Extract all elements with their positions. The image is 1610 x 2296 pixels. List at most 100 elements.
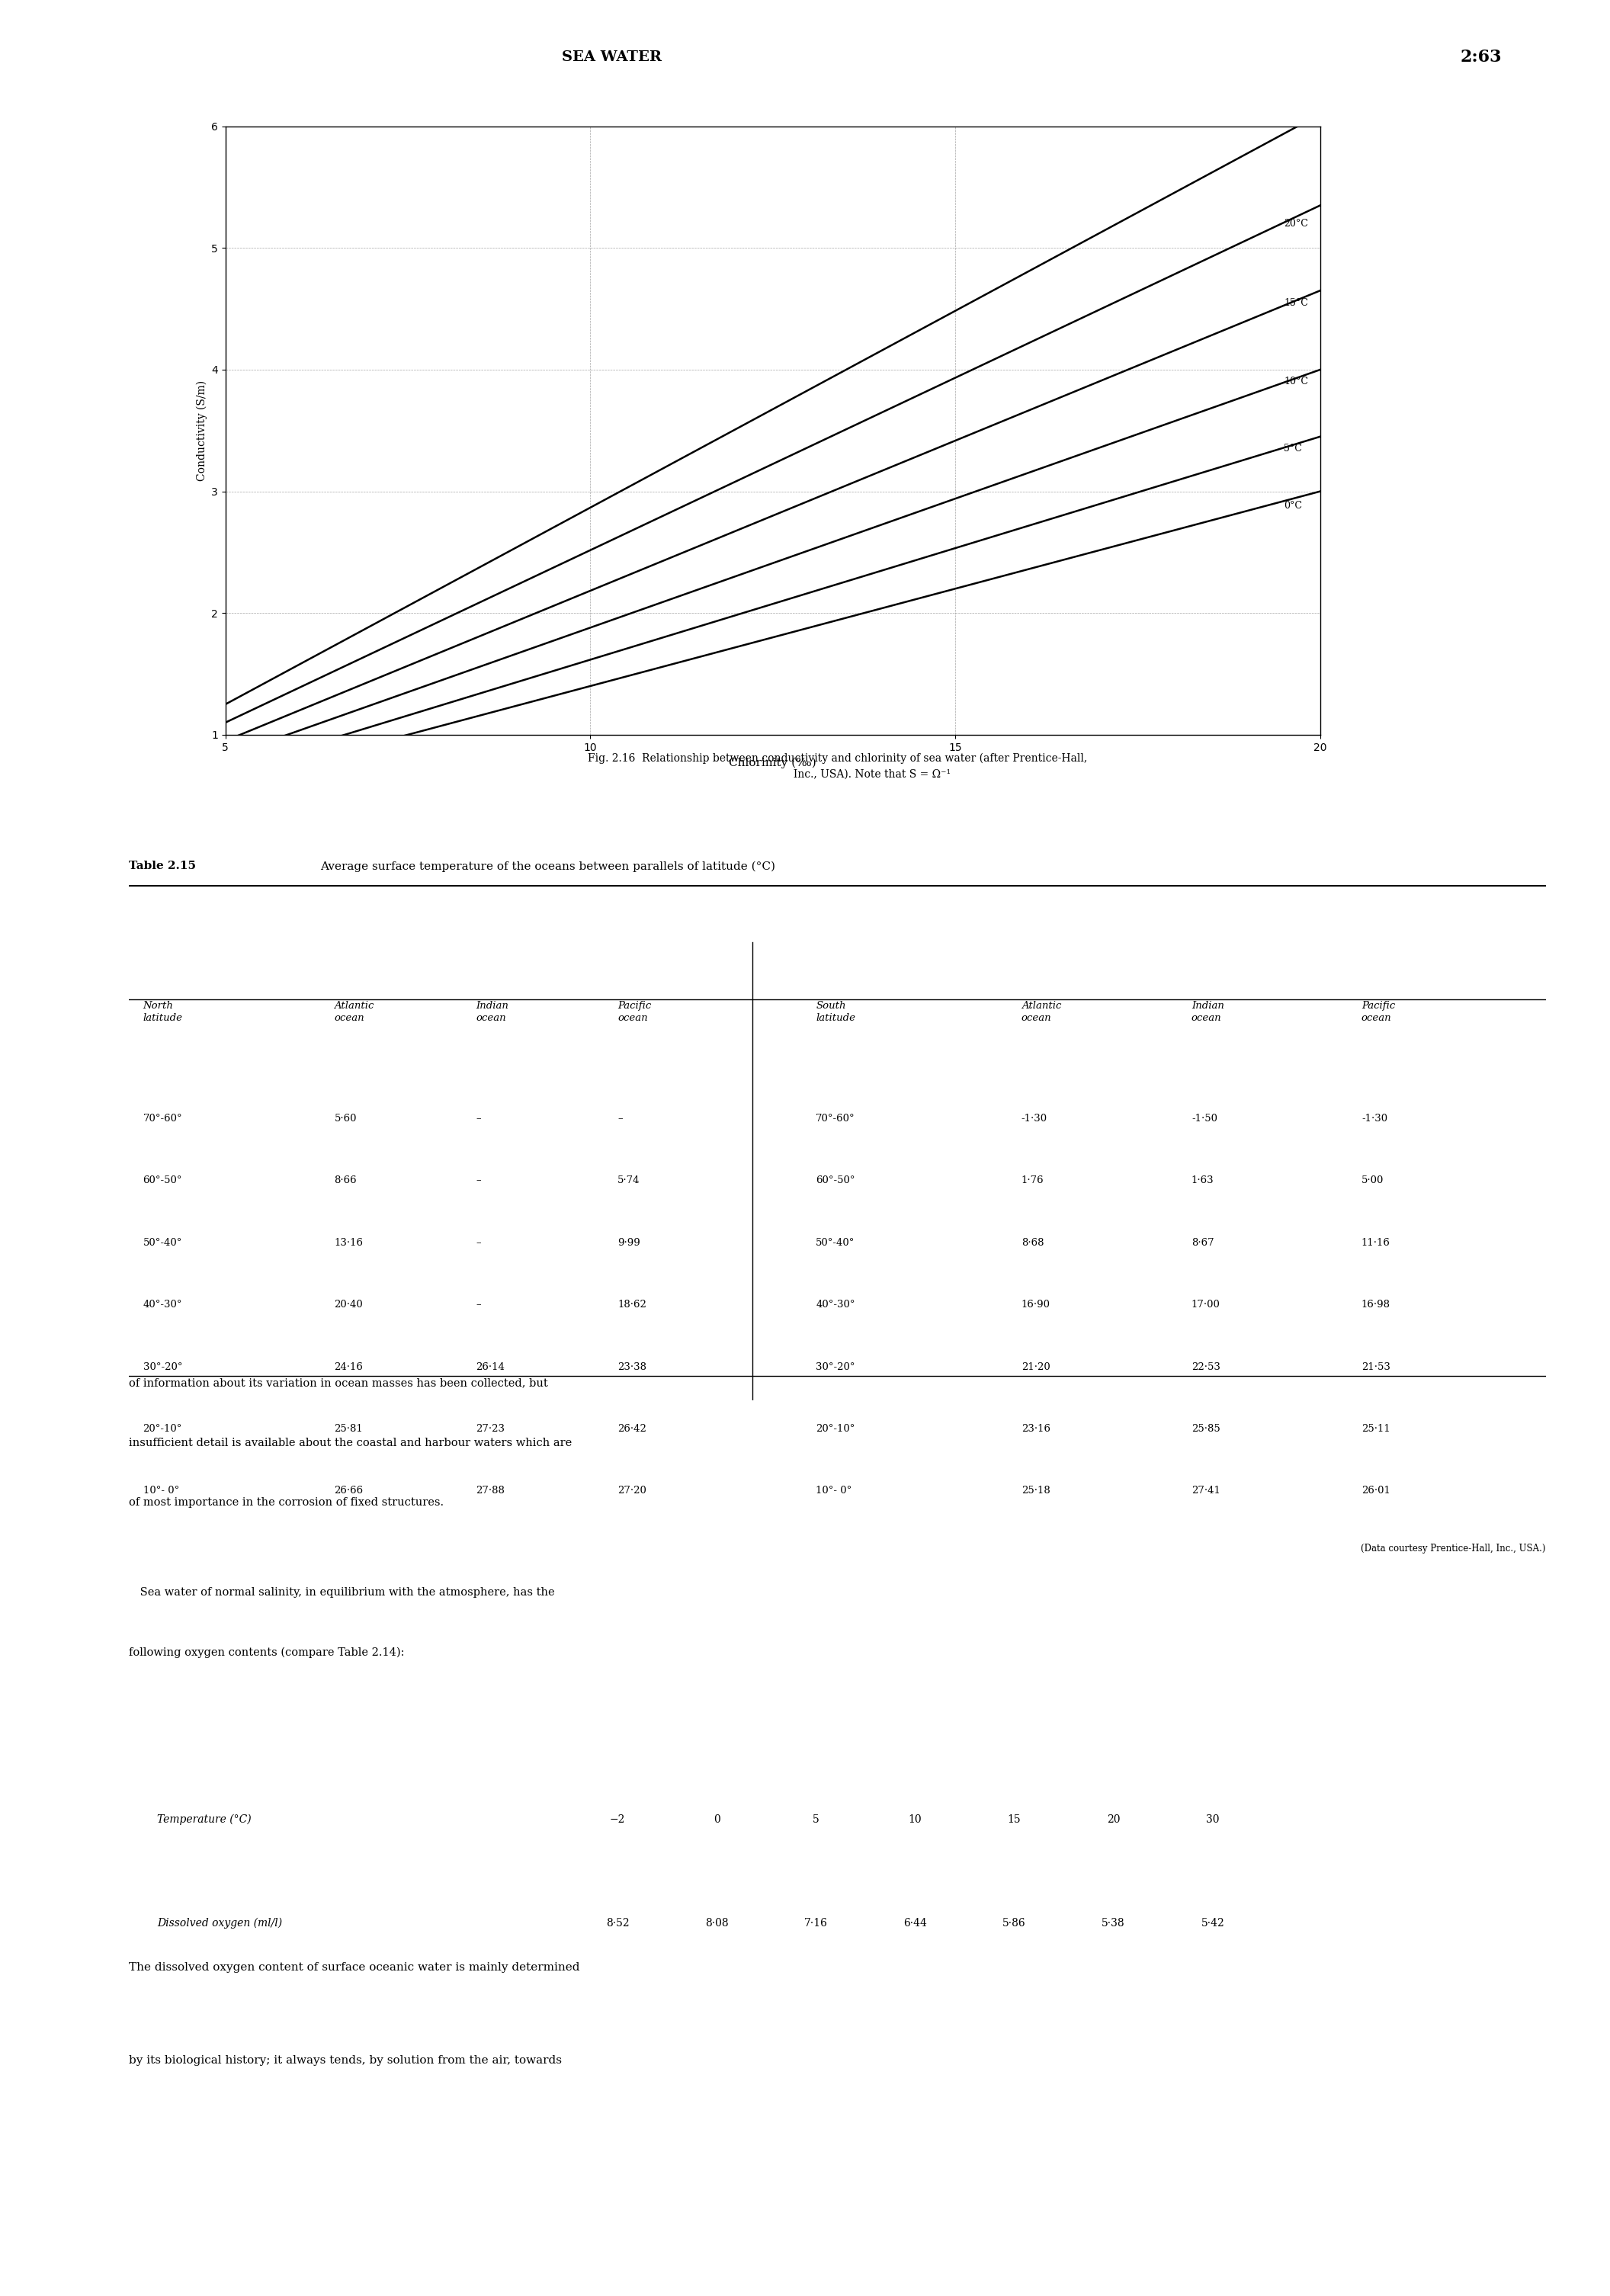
Text: 26·42: 26·42 bbox=[618, 1424, 647, 1433]
Text: 27·88: 27·88 bbox=[477, 1486, 506, 1497]
Y-axis label: Conductivity (S/m): Conductivity (S/m) bbox=[196, 381, 208, 480]
Text: 30: 30 bbox=[1206, 1814, 1219, 1825]
Text: 5: 5 bbox=[813, 1814, 819, 1825]
Text: –: – bbox=[477, 1238, 481, 1247]
Text: 30°-20°: 30°-20° bbox=[143, 1362, 182, 1371]
Text: –: – bbox=[618, 1114, 623, 1123]
Text: 25·11: 25·11 bbox=[1362, 1424, 1389, 1433]
Text: following oxygen contents (compare Table 2.14):: following oxygen contents (compare Table… bbox=[129, 1646, 404, 1658]
Text: -1·50: -1·50 bbox=[1191, 1114, 1217, 1123]
Text: 21·20: 21·20 bbox=[1021, 1362, 1050, 1371]
Text: 27·41: 27·41 bbox=[1191, 1486, 1220, 1497]
Text: Pacific
ocean: Pacific ocean bbox=[618, 1001, 652, 1024]
Text: 20°-10°: 20°-10° bbox=[816, 1424, 855, 1433]
Text: 23·16: 23·16 bbox=[1021, 1424, 1050, 1433]
Text: –: – bbox=[477, 1114, 481, 1123]
Text: Pacific
ocean: Pacific ocean bbox=[1362, 1001, 1396, 1024]
Text: Sea water of normal salinity, in equilibrium with the atmosphere, has the: Sea water of normal salinity, in equilib… bbox=[129, 1587, 555, 1598]
Text: Table 2.15: Table 2.15 bbox=[129, 861, 196, 872]
Text: 5·60: 5·60 bbox=[335, 1114, 357, 1123]
Text: 60°-50°: 60°-50° bbox=[816, 1176, 855, 1185]
Text: by its biological history; it always tends, by solution from the air, towards: by its biological history; it always ten… bbox=[129, 2055, 562, 2066]
Text: 22·53: 22·53 bbox=[1191, 1362, 1220, 1371]
Text: 10°C: 10°C bbox=[1283, 377, 1307, 386]
Text: 27·23: 27·23 bbox=[477, 1424, 506, 1433]
Text: 16·90: 16·90 bbox=[1021, 1300, 1050, 1309]
Text: 20°-10°: 20°-10° bbox=[143, 1424, 182, 1433]
Text: 5·38: 5·38 bbox=[1101, 1917, 1125, 1929]
Text: 1·63: 1·63 bbox=[1191, 1176, 1214, 1185]
Text: 25·85: 25·85 bbox=[1191, 1424, 1220, 1433]
Text: 8·66: 8·66 bbox=[335, 1176, 357, 1185]
Text: Atlantic
ocean: Atlantic ocean bbox=[1021, 1001, 1061, 1024]
Text: 26·14: 26·14 bbox=[477, 1362, 506, 1371]
Text: North
latitude: North latitude bbox=[143, 1001, 182, 1024]
Text: 17·00: 17·00 bbox=[1191, 1300, 1220, 1309]
Text: (Data courtesy Prentice-Hall, Inc., USA.): (Data courtesy Prentice-Hall, Inc., USA.… bbox=[1360, 1543, 1546, 1554]
Text: –: – bbox=[477, 1176, 481, 1185]
Text: 8·68: 8·68 bbox=[1021, 1238, 1043, 1247]
Text: The dissolved oxygen content of surface oceanic water is mainly determined: The dissolved oxygen content of surface … bbox=[129, 1961, 580, 1972]
Text: 40°-30°: 40°-30° bbox=[143, 1300, 182, 1309]
Text: 0: 0 bbox=[713, 1814, 720, 1825]
Text: -1·30: -1·30 bbox=[1362, 1114, 1388, 1123]
Text: 5·00: 5·00 bbox=[1362, 1176, 1385, 1185]
Text: 30°-20°: 30°-20° bbox=[816, 1362, 855, 1371]
Text: 2:63: 2:63 bbox=[1460, 48, 1502, 67]
Text: 5·74: 5·74 bbox=[618, 1176, 641, 1185]
Text: 15°C: 15°C bbox=[1283, 298, 1307, 308]
Text: 5·42: 5·42 bbox=[1201, 1917, 1224, 1929]
Text: 26·66: 26·66 bbox=[335, 1486, 364, 1497]
Text: Indian
ocean: Indian ocean bbox=[1191, 1001, 1224, 1024]
Text: 24·16: 24·16 bbox=[335, 1362, 364, 1371]
Text: Dissolved oxygen (ml/l): Dissolved oxygen (ml/l) bbox=[158, 1917, 282, 1929]
Text: 70°-60°: 70°-60° bbox=[143, 1114, 182, 1123]
Text: 20·40: 20·40 bbox=[335, 1300, 362, 1309]
Text: 25·18: 25·18 bbox=[1021, 1486, 1050, 1497]
Text: 21·53: 21·53 bbox=[1362, 1362, 1391, 1371]
Text: 15: 15 bbox=[1008, 1814, 1021, 1825]
Text: 7·16: 7·16 bbox=[803, 1917, 828, 1929]
Text: of information about its variation in ocean masses has been collected, but: of information about its variation in oc… bbox=[129, 1378, 547, 1389]
Text: 11·16: 11·16 bbox=[1362, 1238, 1391, 1247]
Text: 16·98: 16·98 bbox=[1362, 1300, 1391, 1309]
Text: Atlantic
ocean: Atlantic ocean bbox=[335, 1001, 374, 1024]
Text: Fig. 2.16  Relationship between conductivity and chlorinity of sea water (after : Fig. 2.16 Relationship between conductiv… bbox=[588, 753, 1087, 781]
Text: 1·76: 1·76 bbox=[1021, 1176, 1043, 1185]
Text: −2: −2 bbox=[610, 1814, 625, 1825]
Text: 23·38: 23·38 bbox=[618, 1362, 647, 1371]
Text: 60°-50°: 60°-50° bbox=[143, 1176, 182, 1185]
Text: Average surface temperature of the oceans between parallels of latitude (°C): Average surface temperature of the ocean… bbox=[320, 861, 774, 872]
Text: 9·99: 9·99 bbox=[618, 1238, 641, 1247]
Text: SEA WATER: SEA WATER bbox=[562, 51, 662, 64]
Text: 25·81: 25·81 bbox=[335, 1424, 362, 1433]
Text: 20: 20 bbox=[1106, 1814, 1121, 1825]
Text: Temperature (°C): Temperature (°C) bbox=[158, 1814, 251, 1825]
Text: 10°- 0°: 10°- 0° bbox=[143, 1486, 179, 1497]
Text: 8·67: 8·67 bbox=[1191, 1238, 1214, 1247]
X-axis label: Chlorinity (‰): Chlorinity (‰) bbox=[729, 758, 816, 767]
Text: 26·01: 26·01 bbox=[1362, 1486, 1391, 1497]
Text: 6·44: 6·44 bbox=[903, 1917, 927, 1929]
Text: 20°C: 20°C bbox=[1283, 218, 1307, 230]
Text: 10°- 0°: 10°- 0° bbox=[816, 1486, 852, 1497]
Text: insufficient detail is available about the coastal and harbour waters which are: insufficient detail is available about t… bbox=[129, 1437, 572, 1449]
Text: 40°-30°: 40°-30° bbox=[816, 1300, 855, 1309]
Text: 0°C: 0°C bbox=[1283, 501, 1302, 512]
Text: 5°C: 5°C bbox=[1283, 443, 1302, 455]
Text: 13·16: 13·16 bbox=[335, 1238, 364, 1247]
Text: of most importance in the corrosion of fixed structures.: of most importance in the corrosion of f… bbox=[129, 1497, 444, 1508]
Text: 18·62: 18·62 bbox=[618, 1300, 647, 1309]
Text: 8·52: 8·52 bbox=[605, 1917, 630, 1929]
Text: 10: 10 bbox=[908, 1814, 923, 1825]
Text: 70°-60°: 70°-60° bbox=[816, 1114, 855, 1123]
Text: 8·08: 8·08 bbox=[705, 1917, 728, 1929]
Text: South
latitude: South latitude bbox=[816, 1001, 855, 1024]
Text: 50°-40°: 50°-40° bbox=[143, 1238, 182, 1247]
Text: 50°-40°: 50°-40° bbox=[816, 1238, 855, 1247]
Text: 27·20: 27·20 bbox=[618, 1486, 647, 1497]
Text: 5·86: 5·86 bbox=[1003, 1917, 1026, 1929]
Text: -1·30: -1·30 bbox=[1021, 1114, 1048, 1123]
Text: Indian
ocean: Indian ocean bbox=[477, 1001, 509, 1024]
Text: –: – bbox=[477, 1300, 481, 1309]
